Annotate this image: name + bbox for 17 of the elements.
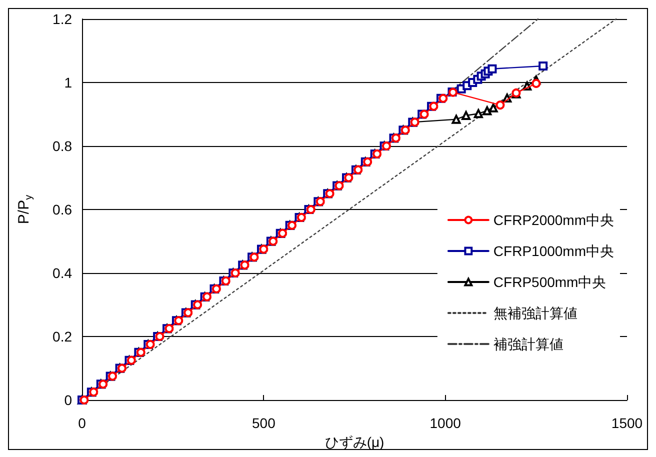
x-tick-label: 0 <box>78 415 86 431</box>
x-tick-label: 1000 <box>430 415 462 431</box>
x-tick-label: 500 <box>252 415 276 431</box>
y-tick-label: 0.6 <box>52 202 72 218</box>
legend-label: 無補強計算値 <box>493 305 578 321</box>
legend-label: CFRP500mm中央 <box>493 274 606 290</box>
legend-label: CFRP1000mm中央 <box>493 243 614 259</box>
legend-label: CFRP2000mm中央 <box>493 212 614 228</box>
y-tick-label: 0 <box>64 392 72 408</box>
legend-label: 補強計算値 <box>493 336 564 352</box>
y-tick-label: 0.2 <box>52 328 72 344</box>
y-tick-label: 1.2 <box>52 11 72 27</box>
x-tick-label: 1500 <box>611 415 643 431</box>
y-tick-label: 0.4 <box>52 265 72 281</box>
y-tick-label: 1 <box>64 74 72 90</box>
y-tick-label: 0.8 <box>52 138 72 154</box>
y-axis-title: P/Py <box>16 194 34 224</box>
